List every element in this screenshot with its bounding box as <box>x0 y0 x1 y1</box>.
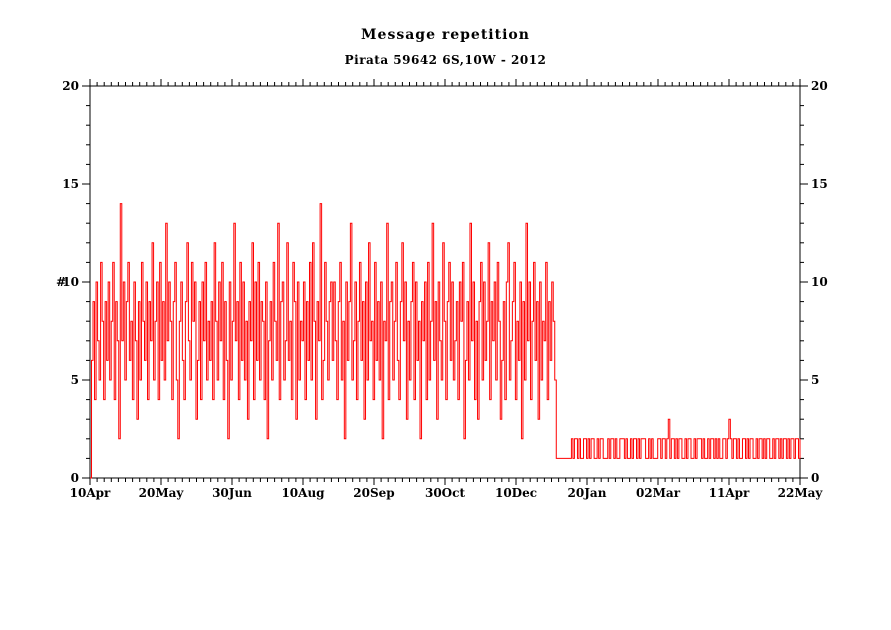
x-axis-tick-label: 20Jan <box>568 486 607 500</box>
x-axis-tick-label: 30Oct <box>425 486 465 500</box>
x-axis-tick-label: 20Sep <box>353 486 394 500</box>
axes-layer <box>82 79 808 485</box>
y-axis-tick-label-left: 10 <box>62 275 79 289</box>
y-axis-label: # <box>56 275 66 289</box>
x-axis-tick-label: 20May <box>139 486 185 500</box>
y-axis-tick-label-right: 0 <box>811 471 819 485</box>
y-axis-tick-label-right: 10 <box>811 275 828 289</box>
y-axis-tick-label-right: 15 <box>811 177 828 191</box>
y-axis-tick-label-right: 5 <box>811 373 819 387</box>
labels-layer: 0 0 5 5 10 10 15 15 20 20 10Apr 20May 30Jun 10Aug 20Se… <box>56 79 828 500</box>
x-axis-tick-label: 11Apr <box>709 486 750 500</box>
x-axis-tick-label: 02Mar <box>636 486 681 500</box>
message-repetition-series <box>90 203 801 479</box>
y-axis-tick-label-left: 20 <box>62 79 79 93</box>
x-axis-tick-label: 10Apr <box>70 486 111 500</box>
y-axis-tick-label-left: 15 <box>62 177 79 191</box>
x-axis-tick-label: 30Jun <box>212 486 252 500</box>
chart-subtitle: Pirata 59642 6S,10W - 2012 <box>344 53 547 67</box>
chart-title: Message repetition <box>361 27 530 43</box>
series-layer <box>90 203 801 479</box>
y-axis-tick-label-left: 5 <box>71 373 79 387</box>
x-axis-tick-label: 10Aug <box>281 486 325 500</box>
x-axis-tick-label: 22May <box>778 486 824 500</box>
y-axis-tick-label-left: 0 <box>71 471 79 485</box>
y-axis-tick-label-right: 20 <box>811 79 828 93</box>
x-axis-tick-label: 10Dec <box>495 486 537 500</box>
